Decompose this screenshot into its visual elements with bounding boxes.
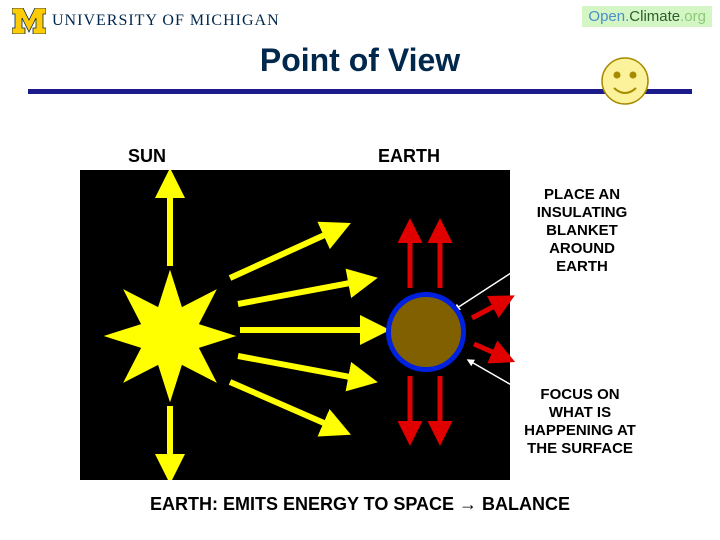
oc-open: Open. [588,8,629,25]
diagram: PLACE AN INSULATING BLANKET AROUND EARTH… [80,170,640,480]
title-underline [28,89,692,94]
oc-org: .org [680,8,706,25]
text-insulating: PLACE AN INSULATING BLANKET AROUND EARTH [518,182,646,280]
university-logo: UNIVERSITY OF MICHIGAN [12,8,280,34]
earth-icon [386,292,466,372]
label-earth: EARTH [378,146,440,167]
open-climate-badge: Open.Climate.org [582,6,712,27]
text-focus: FOCUS ON WHAT IS HAPPENING AT THE SURFAC… [518,382,642,462]
university-name: UNIVERSITY OF MICHIGAN [52,12,280,30]
michigan-m-icon [12,8,46,34]
oc-climate: Climate [629,8,680,25]
bottom-caption: EARTH: EMITS ENERGY TO SPACE → BALANCE [0,494,720,515]
smiley-icon [600,56,650,106]
label-sun: SUN [128,146,166,167]
